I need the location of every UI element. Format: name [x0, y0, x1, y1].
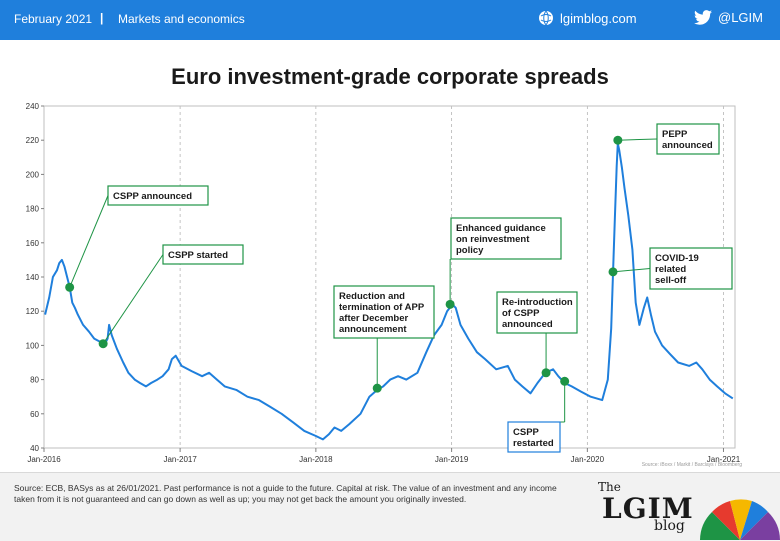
x-tick-label: Jan-2019	[435, 455, 469, 464]
chart-grid	[179, 106, 724, 448]
annotation-marker	[560, 376, 570, 386]
chart-axes: Jan-2016 Jan-2017 Jan-2018 Jan-2019 Jan-2020…	[26, 102, 741, 464]
annotation-box	[162, 244, 244, 265]
logo-blog: blog	[654, 518, 685, 534]
y-tick-label: 200	[26, 170, 40, 179]
spread-series-line	[44, 142, 734, 441]
annotation-box	[496, 291, 578, 334]
annotation-label: CSPP started	[168, 250, 228, 261]
annotation-marker	[445, 299, 455, 309]
site-label: lgimblog.com	[560, 10, 637, 26]
annotation-label: announced	[502, 319, 553, 330]
y-tick-label: 160	[26, 239, 40, 248]
x-tick-label: Jan-2016	[27, 455, 61, 464]
y-tick-label: 60	[30, 410, 39, 419]
x-tick-label: Jan-2020	[571, 455, 605, 464]
chart-annotations: CSPP announced CSPP started Reduction andt…	[65, 123, 733, 453]
section-link[interactable]: Markets and economics	[118, 12, 245, 26]
annotation-marker	[98, 339, 108, 349]
annotation-label: related	[655, 264, 686, 275]
publication-date: February 2021	[14, 12, 93, 26]
annotation-marker	[608, 267, 618, 277]
twitter-link[interactable]: @LGIM	[694, 10, 763, 25]
y-tick-label: 100	[26, 341, 40, 350]
annotation-marker	[372, 383, 382, 393]
y-tick-label: 140	[26, 273, 40, 282]
annotation-marker	[65, 282, 75, 292]
annotation-connector	[617, 138, 658, 141]
y-tick-label: 180	[26, 205, 40, 214]
annotation-connector	[612, 268, 651, 273]
y-tick-label: 80	[30, 376, 39, 385]
annotation-label: after December	[339, 313, 408, 324]
annotation-box	[333, 285, 435, 339]
annotation-box	[507, 421, 561, 453]
y-tick-label: 240	[26, 102, 40, 111]
twitter-bird-icon	[694, 10, 712, 25]
annotation-connector	[102, 254, 164, 344]
y-tick-label: 40	[30, 444, 39, 453]
logo-lgim: LGIM	[602, 492, 694, 525]
annotation-label: sell-off	[655, 275, 687, 286]
x-tick-label: Jan-2021	[707, 455, 741, 464]
site-link[interactable]: lgimblog.com	[538, 10, 637, 26]
annotation-label: Reduction and	[339, 291, 405, 302]
spread-chart: Jan-2016 Jan-2017 Jan-2018 Jan-2019 Jan-2020…	[26, 102, 743, 468]
handle-label: @LGIM	[718, 10, 763, 25]
annotation-label: PEPP	[662, 129, 688, 140]
chart-credit: Source: iBoxx / Markit / Barclays / Bloo…	[642, 462, 743, 468]
annotation-label: policy	[456, 245, 484, 256]
y-tick-label: 220	[26, 136, 40, 145]
annotation-marker	[613, 135, 623, 145]
chart-series	[44, 142, 734, 441]
annotation-label: termination of APP	[339, 302, 425, 313]
annotation-label: Re-introduction	[502, 297, 573, 308]
globe-icon	[539, 10, 553, 26]
annotation-label: announced	[662, 140, 713, 151]
annotation-box	[450, 217, 562, 260]
umbrella-icon	[700, 499, 780, 540]
source-note: Source: ECB, BASys as at 26/01/2021. Pas…	[14, 483, 557, 504]
header-bar: February 2021 | Markets and economics lg…	[0, 0, 780, 40]
annotation-connector	[69, 195, 109, 288]
annotation-box	[656, 123, 720, 155]
annotation-marker	[541, 368, 551, 378]
annotation-label: restarted	[513, 438, 554, 449]
x-tick-label: Jan-2018	[299, 455, 333, 464]
chart-title: Euro investment-grade corporate spreads	[171, 64, 609, 89]
annotation-label: CSPP	[513, 427, 540, 438]
annotation-box	[649, 247, 733, 290]
y-tick-label: 120	[26, 307, 40, 316]
annotation-box	[107, 185, 209, 206]
x-tick-label: Jan-2017	[163, 455, 197, 464]
annotation-label: of CSPP	[502, 308, 540, 319]
annotation-label: on reinvestment	[456, 234, 530, 245]
annotation-label: announcement	[339, 324, 407, 335]
footer: Source: ECB, BASys as at 26/01/2021. Pas…	[0, 472, 780, 541]
annotation-label: Enhanced guidance	[456, 223, 546, 234]
logo-the: The	[598, 480, 621, 494]
annotation-label: CSPP announced	[113, 191, 192, 202]
annotation-label: COVID-19	[655, 253, 699, 264]
header-separator: |	[100, 11, 104, 25]
